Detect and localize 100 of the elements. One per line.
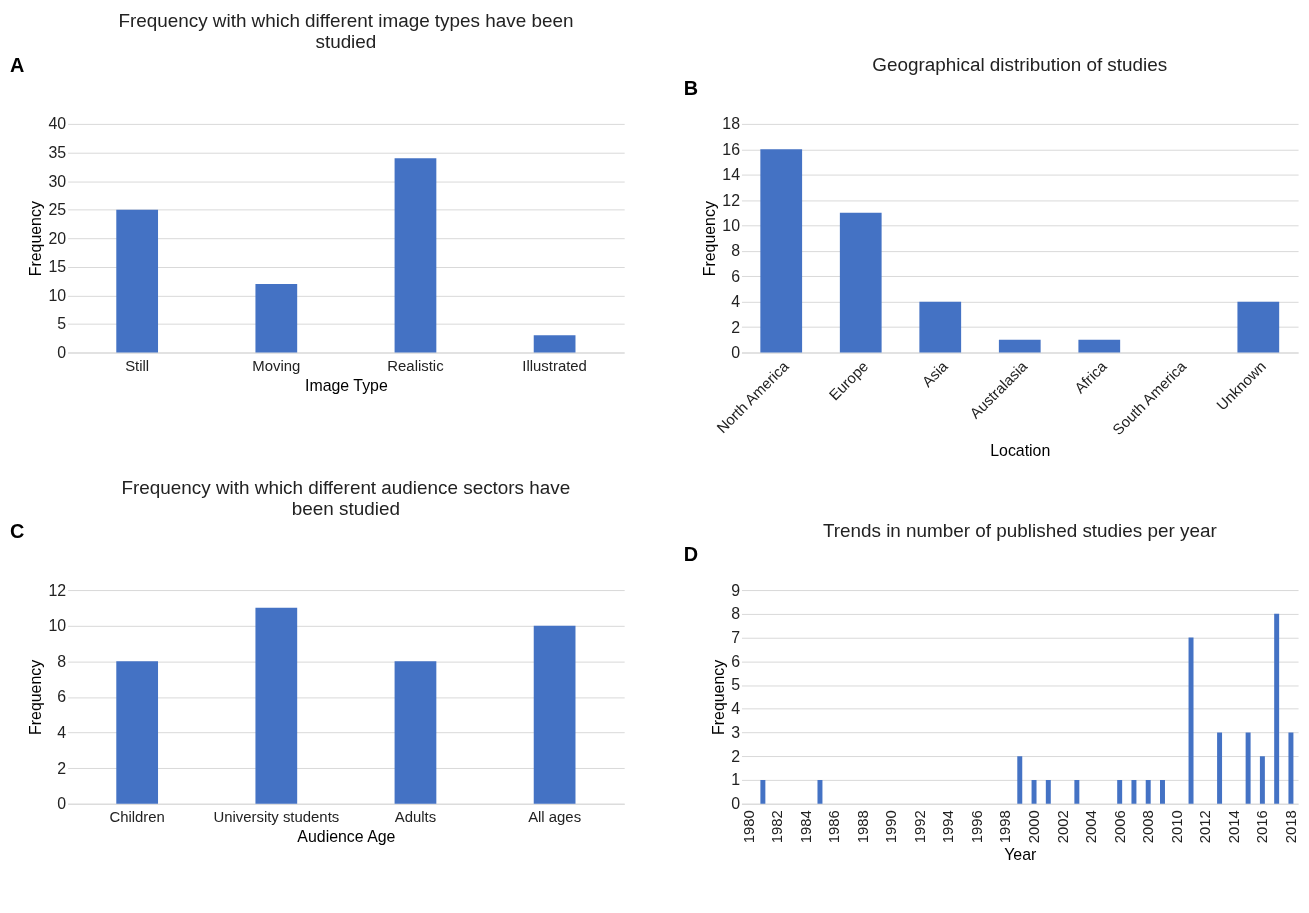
bar <box>116 661 159 804</box>
bar <box>1217 732 1223 804</box>
bar <box>1045 780 1051 804</box>
y-tick-label: 40 <box>48 115 67 133</box>
x-tick-label: 2008 <box>1140 810 1157 844</box>
y-axis-title: Frequency <box>701 201 719 277</box>
y-tick-label: 8 <box>731 242 741 260</box>
bar <box>1274 613 1280 804</box>
bar <box>1259 756 1265 804</box>
text: B <box>683 77 699 100</box>
y-tick-label: 6 <box>57 688 67 706</box>
bar <box>1074 780 1080 804</box>
x-tick-label: 2006 <box>1111 810 1128 844</box>
y-axis-title: Frequency <box>27 201 45 277</box>
bar <box>1145 780 1151 804</box>
y-tick-label: 30 <box>48 172 67 190</box>
y-tick-label: 18 <box>722 115 741 133</box>
x-tick-label: 2010 <box>1168 810 1185 844</box>
x-tick-label: Children <box>109 809 165 826</box>
y-tick-label: 9 <box>731 581 741 599</box>
x-axis-title: Year <box>1004 846 1038 864</box>
x-tick-label: 2004 <box>1083 810 1100 844</box>
y-tick-label: 25 <box>48 201 67 219</box>
bar <box>1188 637 1194 804</box>
bar <box>817 780 823 804</box>
x-tick-label: 1990 <box>883 810 900 844</box>
bar <box>394 661 437 804</box>
y-tick-label: 10 <box>48 617 67 635</box>
x-tick-label: 2000 <box>1026 810 1043 844</box>
x-tick-label: University students <box>213 809 340 826</box>
x-tick-label: Illustrated <box>522 357 587 374</box>
text: C <box>9 520 25 543</box>
x-tick-label: 2012 <box>1197 810 1214 844</box>
y-tick-label: 2 <box>731 747 741 765</box>
chart-title: Frequency with which different audience sectors have been studied <box>121 476 571 519</box>
bar <box>919 301 962 353</box>
y-tick-label: 0 <box>57 795 67 813</box>
y-tick-label: 35 <box>48 143 67 161</box>
bar <box>1237 301 1280 353</box>
y-tick-label: 6 <box>731 267 741 285</box>
x-tick-label: 2014 <box>1225 810 1242 844</box>
bar <box>394 158 437 353</box>
bar <box>1288 732 1294 804</box>
chart-title: Trends in number of published studies per year <box>822 520 1217 542</box>
y-tick-label: 12 <box>48 581 67 599</box>
y-tick-label: 4 <box>731 293 741 311</box>
y-tick-label: 4 <box>57 723 67 741</box>
bar <box>1245 732 1251 804</box>
x-tick-label: 2016 <box>1254 810 1271 844</box>
y-tick-label: 2 <box>731 318 741 336</box>
bar <box>1117 780 1123 804</box>
bar <box>1131 780 1137 804</box>
bar <box>1160 780 1165 804</box>
bar <box>760 780 766 804</box>
x-tick-label: 1988 <box>854 810 871 844</box>
y-tick-label: 7 <box>731 629 741 647</box>
chart-title: Frequency with which different image types have been studied <box>118 10 574 53</box>
y-tick-label: 16 <box>722 140 741 158</box>
y-tick-label: 8 <box>731 605 741 623</box>
y-tick-label: 5 <box>731 676 741 694</box>
y-tick-label: 0 <box>731 343 741 361</box>
bar <box>533 335 576 353</box>
y-tick-label: 0 <box>57 343 67 361</box>
x-tick-label: 1986 <box>826 810 843 844</box>
y-tick-label: 5 <box>57 315 67 333</box>
bar <box>255 283 298 353</box>
y-tick-label: 2 <box>57 759 67 777</box>
bar <box>839 212 882 353</box>
bar <box>116 209 159 353</box>
x-tick-label: 1998 <box>997 810 1014 844</box>
y-tick-label: 15 <box>48 258 67 276</box>
bar <box>998 339 1041 353</box>
y-tick-label: 4 <box>731 700 741 718</box>
y-tick-label: 8 <box>57 652 67 670</box>
y-axis-title: Frequency <box>710 659 728 735</box>
x-tick-label: Adults <box>394 809 437 826</box>
y-tick-label: 10 <box>48 286 67 304</box>
y-axis-title: Frequency <box>27 659 45 735</box>
x-tick-label: Still <box>125 357 150 374</box>
x-tick-label: Moving <box>252 357 301 374</box>
bar <box>1017 756 1023 804</box>
y-tick-label: 3 <box>731 723 741 741</box>
x-tick-label: 2002 <box>1054 810 1071 844</box>
x-tick-label: 1996 <box>968 810 985 844</box>
bar <box>255 607 298 804</box>
y-tick-label: 10 <box>722 216 741 234</box>
x-tick-label: Realistic <box>387 357 445 374</box>
x-tick-label: 1982 <box>769 810 786 844</box>
y-tick-label: 6 <box>731 652 741 670</box>
y-tick-label: 12 <box>722 191 741 209</box>
x-axis-title: Location <box>990 441 1051 459</box>
x-tick-label: Asia <box>919 357 952 391</box>
x-tick-label: 1984 <box>797 810 814 844</box>
y-tick-label: 1 <box>731 771 741 789</box>
y-tick-label: 0 <box>731 795 741 813</box>
bar <box>533 625 576 804</box>
x-axis-title: Image Type <box>305 376 388 394</box>
x-tick-label: 2018 <box>1282 810 1299 844</box>
x-tick-label: All ages <box>528 809 582 826</box>
text: A <box>9 54 25 77</box>
